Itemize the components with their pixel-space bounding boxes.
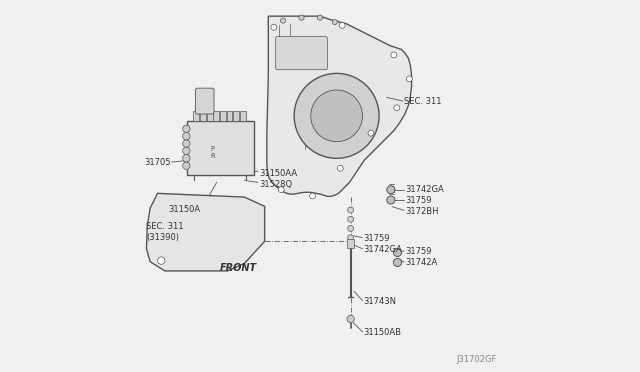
Bar	[240, 111, 246, 121]
Text: SEC. 311: SEC. 311	[404, 97, 442, 106]
Circle shape	[157, 257, 165, 264]
Text: 31150A: 31150A	[168, 205, 200, 215]
FancyBboxPatch shape	[187, 121, 253, 175]
Text: 31759: 31759	[364, 234, 390, 243]
Bar	[213, 111, 220, 121]
Text: 3172BH: 3172BH	[405, 206, 438, 216]
Text: FRONT: FRONT	[220, 263, 257, 273]
Circle shape	[348, 207, 353, 213]
Circle shape	[299, 15, 304, 20]
Text: 31742A: 31742A	[405, 258, 437, 267]
Text: 31742GA: 31742GA	[405, 185, 444, 194]
Circle shape	[394, 248, 401, 257]
Circle shape	[294, 73, 379, 158]
Circle shape	[317, 15, 323, 20]
Bar	[227, 111, 232, 121]
Text: 31759: 31759	[405, 196, 431, 205]
Text: 31705: 31705	[144, 157, 170, 167]
FancyBboxPatch shape	[276, 36, 328, 70]
Circle shape	[391, 52, 397, 58]
Text: SEC. 311
(31390): SEC. 311 (31390)	[147, 222, 184, 242]
Circle shape	[348, 216, 353, 222]
Polygon shape	[267, 16, 412, 196]
Circle shape	[280, 18, 285, 23]
Polygon shape	[147, 193, 264, 271]
Circle shape	[311, 90, 362, 142]
Circle shape	[182, 125, 190, 132]
Circle shape	[394, 259, 401, 266]
Circle shape	[337, 165, 343, 171]
Bar	[200, 111, 206, 121]
Text: 31759: 31759	[405, 247, 431, 256]
Circle shape	[339, 22, 345, 28]
Circle shape	[347, 315, 355, 323]
Circle shape	[368, 130, 374, 136]
Circle shape	[182, 132, 190, 140]
Bar	[220, 111, 226, 121]
Text: 31743N: 31743N	[364, 297, 397, 306]
Bar	[347, 239, 355, 248]
Circle shape	[387, 196, 395, 204]
Circle shape	[182, 140, 190, 147]
Text: P: P	[211, 146, 215, 152]
Text: 31742GA: 31742GA	[364, 245, 403, 254]
Circle shape	[394, 105, 400, 111]
Circle shape	[332, 19, 337, 25]
Circle shape	[182, 147, 190, 155]
Circle shape	[278, 187, 284, 193]
Text: J31702GF: J31702GF	[457, 355, 497, 364]
Bar	[207, 111, 212, 121]
FancyBboxPatch shape	[196, 88, 214, 114]
Text: 31150AA: 31150AA	[259, 169, 297, 177]
Text: R: R	[211, 154, 215, 160]
Circle shape	[182, 155, 190, 162]
Circle shape	[310, 193, 316, 199]
Text: 31150AB: 31150AB	[364, 328, 401, 337]
Circle shape	[182, 162, 190, 169]
Bar	[233, 111, 239, 121]
Circle shape	[387, 186, 395, 194]
Circle shape	[348, 225, 353, 231]
Circle shape	[271, 24, 277, 30]
Bar	[193, 111, 199, 121]
Circle shape	[406, 76, 412, 82]
Circle shape	[348, 235, 353, 241]
Text: 31528Q: 31528Q	[259, 180, 292, 189]
